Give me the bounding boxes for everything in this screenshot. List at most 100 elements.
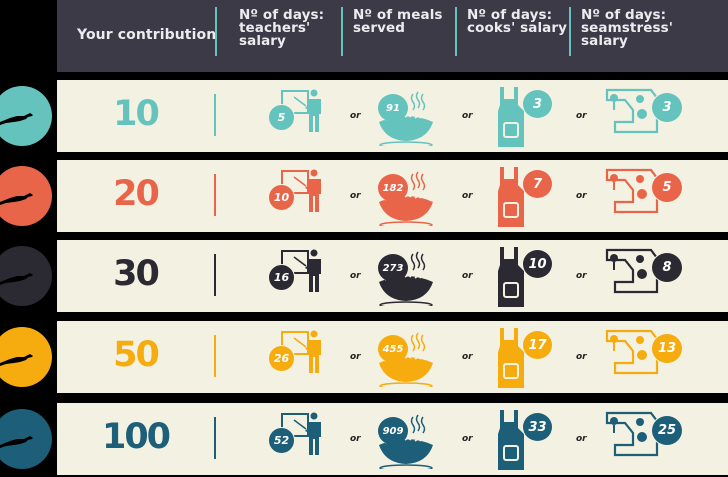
or-label: or <box>462 271 473 281</box>
header-meals: Nº of meals served <box>353 8 443 36</box>
meals-badge: 182 <box>378 174 408 202</box>
cook-cell: 10 <box>498 245 554 313</box>
meals-cell: 91 <box>375 86 437 150</box>
cook-days-badge: 7 <box>522 169 553 199</box>
apron-icon <box>498 247 524 307</box>
header-divider <box>455 7 457 56</box>
meals-badge: 91 <box>378 94 408 122</box>
or-label: or <box>576 352 587 362</box>
sewing-machine-icon <box>605 329 659 375</box>
or-label: or <box>576 271 587 281</box>
teacher-cell: 10 <box>265 168 325 228</box>
animal-silhouette-icon <box>0 327 52 387</box>
header-teachers-line1: Nº of days: <box>239 7 325 23</box>
header-teachers-line3: salary <box>239 33 286 49</box>
or-label: or <box>462 352 473 362</box>
cook-days-badge: 17 <box>522 330 553 360</box>
sewing-machine-icon <box>605 248 659 294</box>
table-row: 30 16 or 273 or <box>57 240 728 312</box>
row-divider <box>214 254 216 296</box>
teacher-days-badge: 10 <box>268 184 295 211</box>
animal-silhouette-icon <box>0 409 52 469</box>
or-label: or <box>350 191 361 201</box>
seamstress-days-badge: 3 <box>651 92 683 123</box>
seamstress-days-badge: 13 <box>651 333 683 364</box>
teacher-icon <box>281 89 321 132</box>
sewing-machine-icon <box>605 168 659 214</box>
row-divider <box>214 335 216 377</box>
row-divider <box>214 417 216 459</box>
teacher-days-badge: 5 <box>268 104 295 131</box>
row-divider <box>214 174 216 216</box>
header-seamstress: Nº of days: seamstress' salary <box>581 8 673 49</box>
cook-cell: 17 <box>498 326 554 394</box>
teacher-icon <box>281 169 321 212</box>
table-row: 50 26 or 455 or <box>57 321 728 393</box>
row-divider <box>214 94 216 136</box>
or-label: or <box>350 111 361 121</box>
seamstress-cell: 3 <box>605 88 683 148</box>
header-cooks-line2: cooks' salary <box>467 20 568 36</box>
seamstress-cell: 5 <box>605 168 683 228</box>
apron-icon <box>498 167 524 227</box>
contribution-amount: 10 <box>113 94 160 134</box>
animal-silhouette-icon <box>0 166 52 226</box>
row-color-badge <box>0 326 55 392</box>
or-label: or <box>350 271 361 281</box>
header-meals-line2: served <box>353 20 406 36</box>
apron-icon <box>498 328 524 388</box>
cook-days-badge: 33 <box>522 412 553 442</box>
header-cooks-line1: Nº of days: <box>467 7 553 23</box>
animal-silhouette-icon <box>0 86 52 146</box>
table-row: 100 52 or 909 or <box>57 403 728 475</box>
header-seamstress-line3: salary <box>581 33 628 49</box>
contribution-amount: 30 <box>113 254 160 294</box>
cook-cell: 7 <box>498 165 554 233</box>
or-label: or <box>576 434 587 444</box>
sewing-machine-icon <box>605 411 659 457</box>
teacher-icon <box>281 330 321 373</box>
teacher-days-badge: 52 <box>268 427 295 454</box>
header-cooks: Nº of days: cooks' salary <box>467 7 568 36</box>
seamstress-cell: 8 <box>605 248 683 308</box>
apron-icon <box>498 410 524 470</box>
contribution-amount: 100 <box>101 417 171 457</box>
seamstress-days-badge: 5 <box>651 172 683 203</box>
teacher-cell: 52 <box>265 411 325 471</box>
row-color-badge <box>0 408 55 474</box>
contribution-amount: 20 <box>113 174 160 214</box>
cook-cell: 33 <box>498 408 554 476</box>
header-divider <box>341 7 343 56</box>
teacher-icon <box>281 249 321 292</box>
row-color-badge <box>0 85 55 151</box>
or-label: or <box>462 434 473 444</box>
meals-cell: 182 <box>375 166 437 230</box>
meals-cell: 455 <box>375 327 437 391</box>
seamstress-days-badge: 8 <box>651 252 683 283</box>
teacher-cell: 16 <box>265 248 325 308</box>
table-header: Your contribution Nº of days: teachers' … <box>57 0 728 72</box>
seamstress-cell: 25 <box>605 411 683 471</box>
teacher-days-badge: 26 <box>268 345 295 372</box>
meals-badge: 273 <box>378 254 408 282</box>
header-divider <box>215 7 217 56</box>
row-color-badge <box>0 165 55 231</box>
header-seamstress-line2: seamstress' <box>581 20 673 36</box>
cook-days-badge: 10 <box>522 249 553 279</box>
table-row: 20 10 or 182 or <box>57 160 728 232</box>
meals-cell: 273 <box>375 246 437 310</box>
animal-silhouette-icon <box>0 246 52 306</box>
header-contribution: Your contribution <box>77 27 217 43</box>
cook-cell: 3 <box>498 85 554 153</box>
seamstress-days-badge: 25 <box>651 415 683 446</box>
sewing-machine-icon <box>605 88 659 134</box>
or-label: or <box>350 434 361 444</box>
cook-days-badge: 3 <box>522 89 553 119</box>
meals-badge: 455 <box>378 335 408 363</box>
teacher-cell: 26 <box>265 329 325 389</box>
meals-badge: 909 <box>378 417 408 445</box>
apron-icon <box>498 87 524 147</box>
contribution-amount: 50 <box>113 335 160 375</box>
or-label: or <box>462 111 473 121</box>
header-teachers: Nº of days: teachers' salary <box>239 7 325 49</box>
